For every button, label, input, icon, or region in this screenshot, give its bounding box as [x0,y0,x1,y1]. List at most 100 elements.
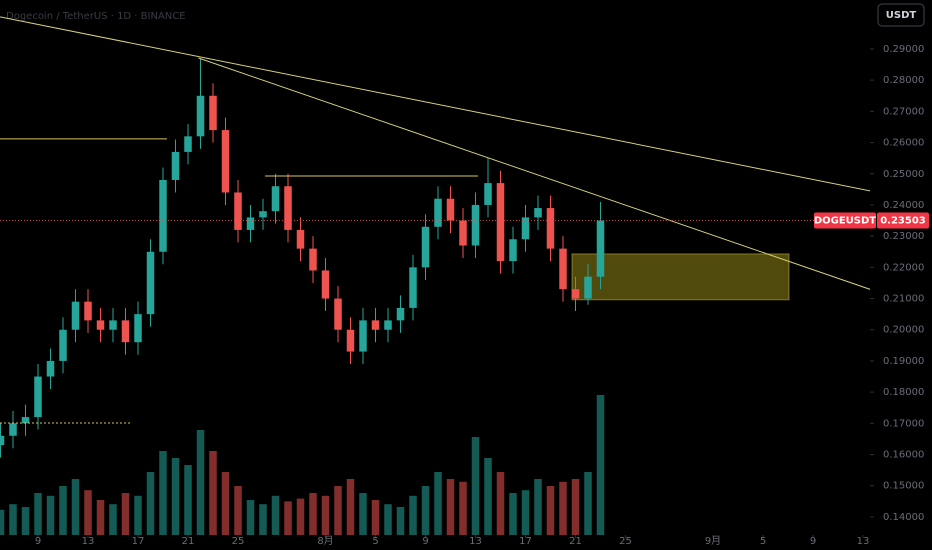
volume-bar [571,479,580,535]
volume-bar [134,495,142,535]
volume-bar [296,498,305,535]
x-tick-label: 13 [469,536,482,547]
y-tick-label: 0.16000 [883,450,924,461]
x-tick-label: 9月 [705,535,721,547]
candle-body [471,204,480,246]
x-tick-label: 9 [35,536,41,547]
candle-body [421,226,430,268]
candle-body [84,301,92,321]
volume-bar [596,395,605,535]
x-tick-label: 13 [857,536,870,547]
volume-bar [234,486,242,535]
volume-bar [484,458,492,535]
volume-bar [9,504,17,535]
candle-body [46,360,55,377]
candle-body [271,186,280,212]
volume-bar [371,500,380,535]
candle-body [196,95,205,137]
volume-bar [496,472,505,535]
candle-body [434,198,442,227]
y-tick-label: 0.27000 [883,106,924,117]
candle-body [159,179,167,252]
candle-body [296,229,305,249]
candle-body [221,130,230,193]
y-tick-label: 0.28000 [883,75,924,86]
candle-body [584,276,592,299]
candle-body [121,320,130,343]
y-tick-label: 0.22000 [883,262,924,273]
x-tick-label: 9 [810,536,816,547]
volume-bar [71,479,80,535]
volume-bar [434,472,442,535]
volume-bar [259,504,267,535]
candle-body [334,298,342,330]
y-tick-label: 0.17000 [883,418,924,429]
x-tick-label: 25 [232,536,245,547]
volume-bar [334,486,342,535]
symbol-tag-label: DOGEUSDT [814,215,876,226]
candle-body [546,208,555,249]
currency-label: USDT [886,10,917,21]
candle-body [284,186,292,230]
volume-bar [121,493,130,535]
volume-bar [146,472,155,535]
volume-bar [196,430,205,535]
candle-body [21,417,30,424]
x-tick-label: 17 [519,536,532,547]
x-tick-label: 9 [422,536,428,547]
candle-body [184,136,192,152]
candle-body [246,217,255,230]
x-tick-label: 25 [619,536,632,547]
volume-bar [84,490,92,535]
x-tick-label: 5 [760,536,766,547]
y-tick-label: 0.21000 [883,294,924,305]
candle-body [96,320,105,330]
y-tick-label: 0.15000 [883,481,924,492]
volume-bar [221,472,230,535]
volume-bar [409,495,417,535]
candle-body [259,211,267,218]
currency-button[interactable] [877,3,925,27]
x-tick-label: 17 [132,536,145,547]
volume-bar [159,451,167,535]
symbol-header: Dogecoin / TetherUS · 1D · BINANCE [6,11,186,22]
y-tick-label: 0.29000 [883,44,924,55]
candle-body [384,320,392,330]
candle-body [134,314,142,343]
volume-bar [0,509,5,535]
volume-bar [184,465,192,535]
x-tick-label: 8月 [317,535,333,547]
candle-body [109,320,117,330]
volume-bar [246,500,255,535]
volume-bar [384,504,392,535]
volume-bar [109,504,117,535]
volume-bar [21,507,30,535]
y-tick-label: 0.26000 [883,138,924,149]
volume-bar [471,437,480,535]
candle-body [321,270,330,299]
candle-body [396,307,405,321]
volume-bar [209,451,217,535]
volume-bar [309,493,317,535]
volume-bar [546,486,555,535]
plot [0,16,870,535]
candle-body [171,151,180,180]
volume-bar [321,495,330,535]
price-tag [877,212,929,229]
volume-bar [96,500,105,535]
candle-body [9,423,17,436]
y-tick-label: 0.24000 [883,200,924,211]
candle-body [71,301,80,330]
candle-body [509,239,517,262]
candle-body [146,251,155,315]
candle-body [559,248,567,290]
candle-body [234,192,242,230]
candle-body [596,220,605,277]
price-tag-label: 0.23503 [880,215,926,226]
volume-bar [396,507,405,535]
volume-bar [59,486,67,535]
candle-body [446,198,455,221]
candle-body [409,267,417,308]
